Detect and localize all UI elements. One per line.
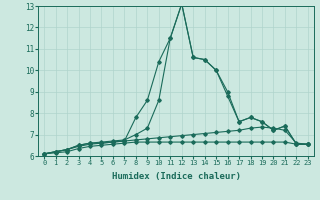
- X-axis label: Humidex (Indice chaleur): Humidex (Indice chaleur): [111, 172, 241, 181]
